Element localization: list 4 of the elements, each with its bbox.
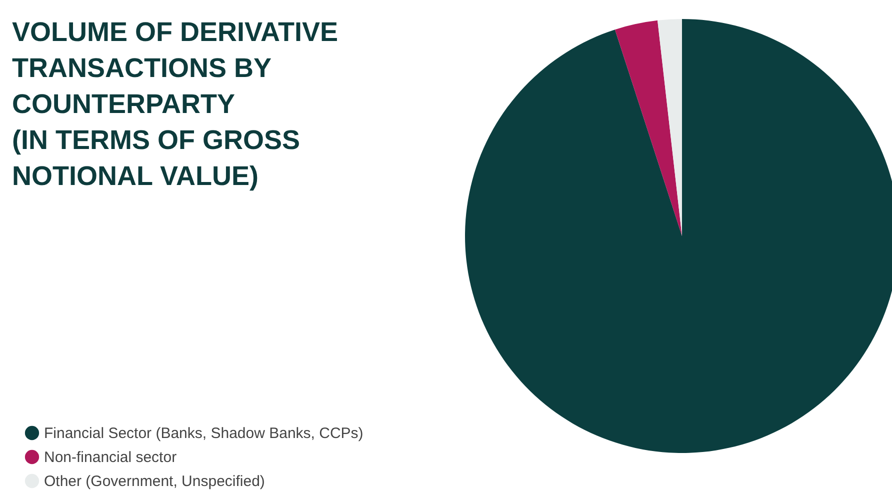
legend-label: Non-financial sector (44, 449, 177, 466)
legend-label: Other (Government, Unspecified) (44, 473, 265, 490)
legend-label: Financial Sector (Banks, Shadow Banks, CCPs) (44, 425, 364, 442)
text: VOLUME OF DERIVATIVE TRANSACTIONS BY COUNTERPARTY (IN TERMS OF GROSS NOTIONAL VALUE) (12, 17, 338, 191)
